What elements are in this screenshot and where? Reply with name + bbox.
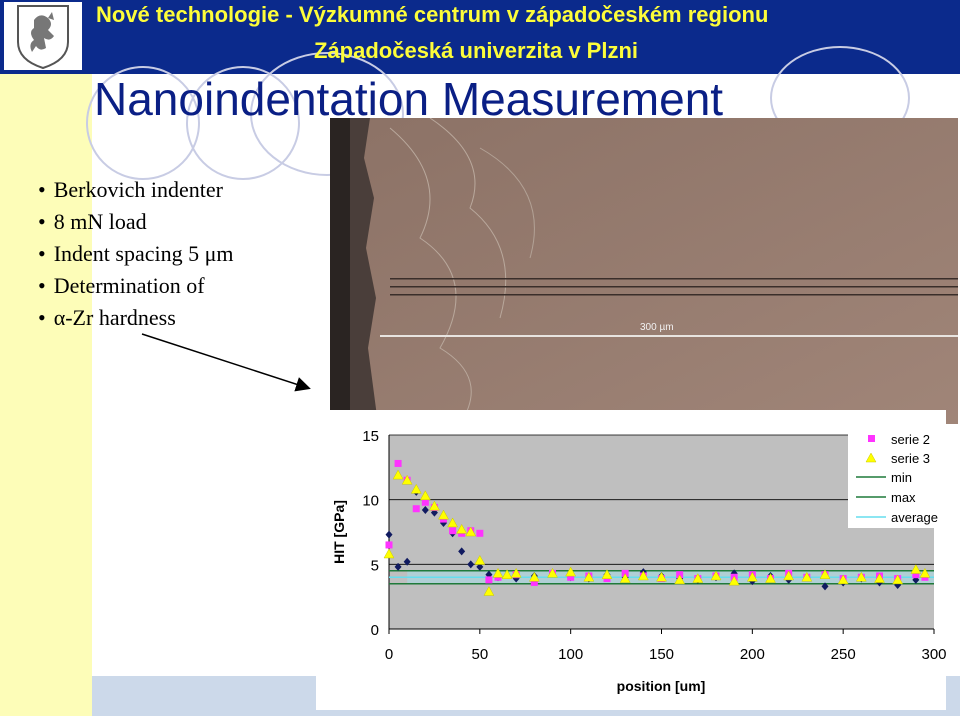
slide-title: Nanoindentation Measurement	[94, 73, 724, 125]
data-point-triangle	[819, 569, 831, 579]
data-point-diamond	[440, 518, 447, 527]
data-point-triangle	[601, 569, 613, 579]
legend-entry: serie 3	[891, 451, 930, 466]
data-point-square	[485, 576, 493, 584]
x-tick-label: 250	[831, 646, 856, 663]
scale-label: 300 µm	[640, 322, 674, 333]
data-point-triangle	[465, 526, 477, 537]
data-point-triangle	[501, 569, 513, 579]
data-point-triangle	[583, 571, 595, 582]
data-point-triangle	[410, 483, 422, 494]
bullet-item: Berkovich indenter	[38, 174, 234, 206]
data-point-diamond	[458, 547, 466, 556]
data-point-square	[449, 527, 457, 535]
data-point-triangle	[438, 509, 449, 520]
data-point-triangle	[783, 570, 795, 581]
y-tick-label: 15	[362, 428, 379, 445]
decorative-circle	[250, 52, 404, 176]
data-point-triangle	[855, 571, 867, 582]
legend-entry: max	[891, 490, 916, 505]
data-point-square	[394, 459, 402, 467]
data-point-triangle	[910, 563, 922, 574]
data-point-triangle	[565, 566, 577, 577]
data-point-triangle	[728, 575, 740, 586]
x-axis-label: position [um]	[617, 678, 706, 694]
legend-entry: min	[891, 470, 912, 485]
data-point-triangle	[492, 567, 504, 578]
data-point-diamond	[821, 582, 829, 591]
legend-marker-square	[868, 435, 875, 442]
bullet-list: Berkovich indenter 8 mN load Indent spac…	[38, 174, 234, 334]
data-point-triangle	[383, 548, 395, 559]
data-point-triangle	[474, 554, 486, 565]
chart-legend: serie 2 serie 3 min max average	[848, 426, 946, 528]
data-point-diamond	[403, 557, 411, 566]
bullet-item: Determination of	[38, 270, 234, 302]
data-point-square	[530, 578, 538, 586]
bullet-item: Indent spacing 5 μm	[38, 238, 234, 270]
y-tick-label: 10	[362, 493, 379, 510]
micrograph-image: 300 µm	[330, 118, 958, 424]
data-point-triangle	[547, 567, 558, 578]
legend-entry: average	[891, 510, 938, 525]
data-point-triangle	[874, 573, 885, 583]
scale-bar	[380, 335, 958, 337]
data-point-triangle	[710, 570, 722, 581]
bullet-item: 8 mN load	[38, 206, 234, 238]
data-point-triangle	[619, 573, 631, 583]
data-point-triangle	[801, 571, 813, 582]
data-point-diamond	[476, 562, 484, 571]
data-point-triangle	[674, 574, 686, 585]
data-point-triangle	[401, 474, 413, 485]
legend-marker-triangle	[865, 452, 877, 463]
data-point-triangle	[483, 585, 495, 596]
data-point-triangle	[637, 570, 649, 581]
data-point-diamond	[421, 506, 429, 515]
data-point-square	[385, 541, 393, 549]
data-point-triangle	[392, 469, 404, 480]
data-point-diamond	[385, 530, 393, 539]
x-tick-label: 0	[385, 646, 393, 663]
data-point-diamond	[467, 560, 475, 569]
lion-crest-icon	[17, 5, 69, 70]
x-tick-label: 200	[740, 646, 765, 663]
indent-rows	[390, 278, 958, 296]
x-tick-label: 50	[471, 646, 488, 663]
university-logo	[4, 2, 82, 70]
header-line-1: Nové technologie - Výzkumné centrum v zá…	[96, 2, 769, 27]
data-point-diamond	[394, 562, 402, 571]
header-line-2: Západočeská univerzita v Plzni	[314, 38, 639, 63]
x-tick-label: 300	[921, 646, 946, 663]
legend-entry: serie 2	[891, 432, 930, 447]
data-point-triangle	[528, 571, 540, 582]
data-point-square	[412, 505, 420, 513]
data-point-triangle	[837, 574, 849, 585]
data-point-triangle	[746, 571, 758, 582]
data-point-triangle	[765, 573, 776, 583]
y-axis-label: HIT [GPa]	[331, 500, 347, 564]
data-point-triangle	[892, 574, 904, 585]
data-point-triangle	[919, 567, 931, 578]
y-tick-label: 0	[371, 622, 379, 639]
data-point-triangle	[447, 517, 459, 528]
data-point-triangle	[510, 567, 522, 578]
data-point-triangle	[419, 490, 431, 501]
data-point-triangle	[456, 523, 468, 534]
data-point-triangle	[656, 571, 667, 582]
bullet-item: α-Zr hardness	[38, 302, 234, 334]
data-point-square	[421, 498, 429, 506]
data-point-triangle	[692, 573, 704, 583]
x-tick-label: 100	[558, 646, 583, 663]
y-tick-label: 5	[371, 557, 379, 574]
data-point-square	[567, 573, 575, 581]
data-point-square	[476, 529, 484, 537]
x-tick-label: 150	[649, 646, 674, 663]
data-point-triangle	[428, 500, 440, 511]
left-side-strip	[0, 74, 92, 716]
data-point-square	[912, 571, 920, 579]
